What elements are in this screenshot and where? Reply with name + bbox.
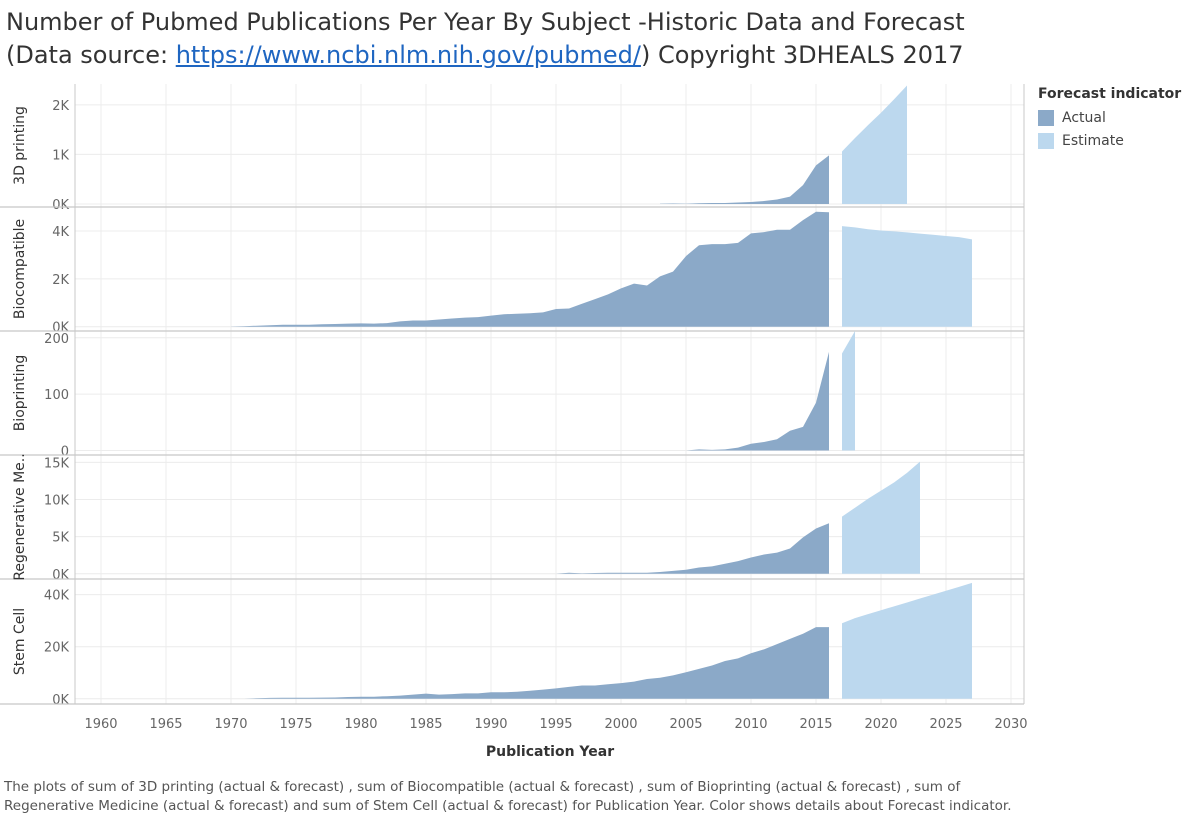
- x-tick-label: 2005: [669, 717, 702, 732]
- y-tick-label: 0K: [52, 198, 69, 213]
- x-tick-label: 2030: [994, 717, 1027, 732]
- legend-label-estimate: Estimate: [1062, 132, 1124, 149]
- actual-area-stem-cell: [244, 627, 829, 699]
- panel-label-3d-printing: 3D printing: [12, 106, 28, 185]
- actual-area-regenerative-me: [556, 523, 829, 574]
- x-tick-label: 2010: [734, 717, 767, 732]
- x-tick-label: 1970: [214, 717, 247, 732]
- panel-label-biocompatible: Biocompatible: [12, 219, 28, 319]
- y-tick-label: 2K: [52, 273, 69, 288]
- actual-area-bioprinting: [673, 351, 829, 451]
- panel-label-stem-cell: Stem Cell: [12, 608, 28, 675]
- estimate-area-3d-printing: [842, 85, 907, 205]
- y-tick-label: 200: [44, 332, 69, 347]
- y-tick-label: 40K: [44, 589, 70, 604]
- legend-item-estimate[interactable]: Estimate: [1038, 129, 1181, 152]
- legend-title: Forecast indicator: [1038, 86, 1182, 102]
- panel-label-bioprinting: Bioprinting: [12, 355, 28, 432]
- legend-swatch-estimate: [1038, 132, 1054, 149]
- x-tick-label: 1960: [84, 717, 117, 732]
- x-tick-label: 1995: [539, 717, 572, 732]
- chart-title: Number of Pubmed Publications Per Year B…: [6, 6, 966, 72]
- chart-title-text: Number of Pubmed Publications Per Year B…: [6, 8, 965, 69]
- y-tick-label: 2K: [52, 99, 69, 114]
- chart-title-copyright: ) Copyright 3DHEALS 2017: [640, 41, 964, 69]
- y-tick-label: 0K: [52, 321, 69, 336]
- y-tick-label: 1K: [52, 148, 69, 163]
- x-tick-label: 2020: [864, 717, 897, 732]
- actual-area-3d-printing: [660, 155, 829, 205]
- x-tick-label: 2025: [929, 717, 962, 732]
- y-tick-label: 15K: [44, 456, 70, 471]
- legend-swatch-actual: [1038, 109, 1054, 126]
- y-tick-label: 4K: [52, 225, 69, 240]
- legend: Forecast indicator Actual Estimate: [1038, 86, 1181, 152]
- x-tick-label: 2000: [604, 717, 637, 732]
- estimate-area-stem-cell: [842, 582, 972, 699]
- x-tick-label: 1975: [279, 717, 312, 732]
- y-tick-label: 0K: [52, 568, 69, 583]
- y-tick-label: 20K: [44, 641, 70, 656]
- legend-label-actual: Actual: [1062, 109, 1106, 126]
- small-multiples-area-chart: 0K 1K 2K 3D printing 0K 2K 4K Biocompatible 0 100…: [0, 84, 1028, 760]
- actual-area-biocompatible: [231, 211, 829, 327]
- legend-item-actual[interactable]: Actual: [1038, 106, 1181, 129]
- y-tick-label: 100: [44, 388, 69, 403]
- x-tick-label: 1985: [409, 717, 442, 732]
- x-tick-label: 1980: [344, 717, 377, 732]
- y-tick-label: 10K: [44, 494, 70, 509]
- estimate-area-bioprinting: [842, 331, 855, 451]
- x-tick-label: 2015: [799, 717, 832, 732]
- pubmed-source-link[interactable]: https://www.ncbi.nlm.nih.gov/pubmed/: [175, 41, 641, 69]
- y-tick-label: 5K: [52, 531, 69, 546]
- panel-label-regenerative-me: Regenerative Me..: [12, 453, 28, 580]
- estimate-area-biocompatible: [842, 226, 972, 327]
- y-tick-label: 0: [61, 444, 69, 459]
- x-tick-label: 1965: [149, 717, 182, 732]
- chart-caption: The plots of sum of 3D printing (actual …: [4, 779, 1012, 814]
- x-tick-label: 1990: [474, 717, 507, 732]
- x-axis-title: Publication Year: [486, 744, 614, 760]
- y-tick-label: 0K: [52, 693, 69, 708]
- estimate-area-regenerative-me: [842, 461, 920, 574]
